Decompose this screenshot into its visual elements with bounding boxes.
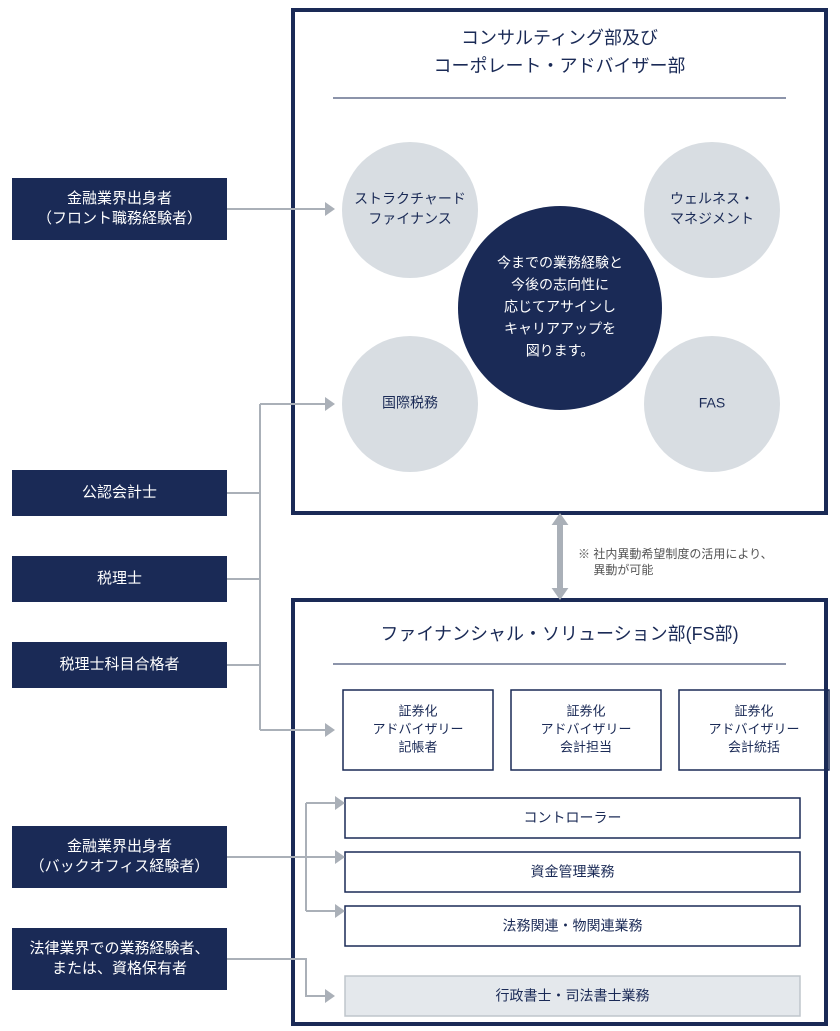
svg-text:公認会計士: 公認会計士 [82, 484, 157, 501]
svg-text:（バックオフィス経験者）: （バックオフィス経験者） [30, 858, 210, 875]
svg-text:証券化: 証券化 [734, 703, 773, 718]
svg-text:コンサルティング部及び: コンサルティング部及び [461, 28, 658, 48]
transfer-note: 異動が可能 [578, 562, 653, 577]
svg-text:（フロント職務経験者）: （フロント職務経験者） [37, 210, 202, 227]
arrow-legal [227, 959, 325, 996]
svg-text:税理士: 税理士 [97, 570, 142, 587]
svg-text:アドバイザリー: アドバイザリー [540, 721, 631, 736]
svg-text:または、資格保有者: または、資格保有者 [52, 960, 187, 977]
svg-text:ウェルネス・: ウェルネス・ [670, 191, 754, 207]
svg-text:コーポレート・アドバイザー部: コーポレート・アドバイザー部 [434, 56, 686, 76]
svg-text:応じてアサインし: 応じてアサインし [504, 299, 616, 315]
svg-text:会計担当: 会計担当 [560, 739, 612, 754]
svg-text:図ります。: 図ります。 [526, 343, 595, 359]
svg-text:FAS: FAS [699, 395, 725, 411]
svg-text:資金管理業務: 資金管理業務 [531, 864, 615, 880]
svg-text:法律業界での業務経験者、: 法律業界での業務経験者、 [29, 940, 209, 957]
svg-text:キャリアアップを: キャリアアップを [504, 321, 616, 337]
svg-text:会計統括: 会計統括 [728, 739, 780, 754]
svg-text:金融業界出身者: 金融業界出身者 [67, 190, 172, 207]
svg-text:ファイナンス: ファイナンス [368, 211, 451, 227]
svg-text:コントローラー: コントローラー [524, 810, 622, 826]
svg-text:マネジメント: マネジメント [670, 211, 754, 227]
svg-text:法務関連・物関連業務: 法務関連・物関連業務 [503, 918, 643, 934]
svg-text:アドバイザリー: アドバイザリー [708, 721, 799, 736]
svg-text:金融業界出身者: 金融業界出身者 [67, 838, 172, 855]
bottom-panel-title: ファイナンシャル・ソリューション部(FS部) [380, 624, 738, 644]
svg-text:証券化: 証券化 [566, 703, 605, 718]
svg-text:行政書士・司法書士業務: 行政書士・司法書士業務 [496, 988, 650, 1004]
svg-text:税理士科目合格者: 税理士科目合格者 [59, 656, 179, 673]
svg-text:国際税務: 国際税務 [382, 395, 438, 411]
svg-text:証券化: 証券化 [398, 703, 437, 718]
svg-text:記帳者: 記帳者 [398, 739, 437, 754]
svg-text:ストラクチャード: ストラクチャード [354, 191, 466, 207]
svg-text:今後の志向性に: 今後の志向性に [511, 277, 609, 293]
transfer-note: ※ 社内異動希望制度の活用により、 [578, 546, 773, 561]
svg-text:今までの業務経験と: 今までの業務経験と [497, 255, 623, 271]
diagram-root: コンサルティング部及びコーポレート・アドバイザー部ストラクチャードファイナンス ウ… [0, 0, 840, 1031]
svg-text:アドバイザリー: アドバイザリー [372, 721, 463, 736]
